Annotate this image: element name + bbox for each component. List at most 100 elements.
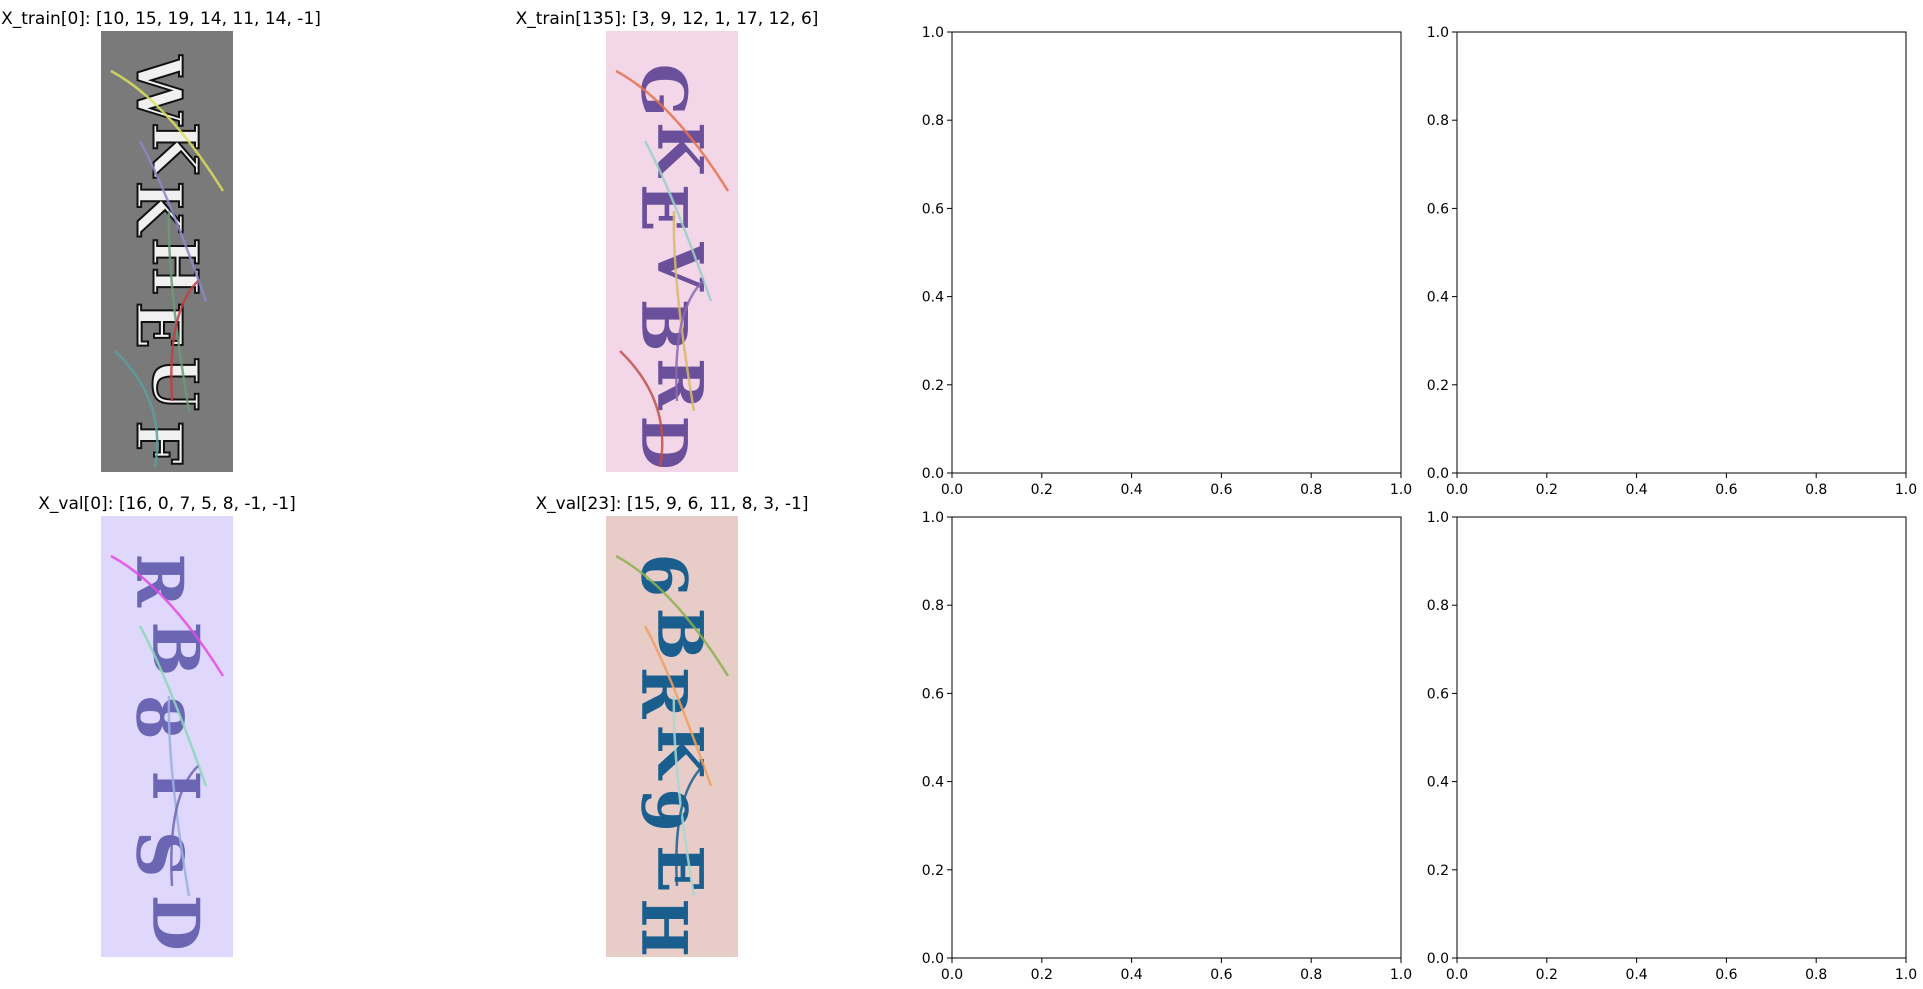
x-tick-label: 1.0 xyxy=(1895,967,1917,983)
y-tick-label: 0.8 xyxy=(922,113,944,129)
x-tick-label: 0.6 xyxy=(1715,967,1737,983)
y-tick-label: 1.0 xyxy=(922,510,944,526)
panel-title: X_train[0]: [10, 15, 19, 14, 11, 14, -1] xyxy=(1,9,321,29)
x-tick-label: 0.8 xyxy=(1300,967,1322,983)
x-tick-label: 0.8 xyxy=(1300,482,1322,498)
panel-title: X_val[23]: [15, 9, 6, 11, 8, 3, -1] xyxy=(536,494,809,514)
x-tick-label: 0.8 xyxy=(1805,482,1827,498)
captcha-glyph: 8 xyxy=(122,695,197,740)
captcha-glyph: B xyxy=(138,622,213,676)
image-panel-val-0: X_val[0]: [16, 0, 7, 5, 8, -1, -1] RB8IS… xyxy=(38,494,296,957)
x-tick-label: 0.6 xyxy=(1210,482,1232,498)
captcha-glyph: D xyxy=(628,416,701,469)
x-tick-label: 0.4 xyxy=(1625,967,1647,983)
panel-title: X_val[0]: [16, 0, 7, 5, 8, -1, -1] xyxy=(38,494,295,514)
y-tick-label: 0.4 xyxy=(1427,775,1449,791)
noise-stroke xyxy=(170,280,199,402)
y-tick-label: 0.4 xyxy=(1427,290,1449,306)
y-tick-label: 1.0 xyxy=(1427,510,1449,526)
y-tick-label: 0.8 xyxy=(1427,598,1449,614)
captcha-glyph: F xyxy=(123,421,196,465)
image-panel-train-135: X_train[135]: [3, 9, 12, 1, 17, 12, 6] G… xyxy=(516,9,819,472)
captcha-image xyxy=(606,31,738,472)
y-tick-label: 0.6 xyxy=(1427,686,1449,702)
y-tick-label: 1.0 xyxy=(1427,25,1449,41)
captcha-glyph: H xyxy=(628,899,701,957)
empty-axes-top-right: 0.0 0.2 0.4 0.6 0.8 1.0 0.0 0.2 0.4 0.6 0.8 1.0 xyxy=(1427,25,1917,498)
y-tick-label: 0.2 xyxy=(1427,863,1449,879)
noise-stroke xyxy=(167,695,191,897)
noise-stroke xyxy=(138,625,208,787)
x-tick-label: 1.0 xyxy=(1895,482,1917,498)
captcha-glyph: K xyxy=(123,181,196,237)
captcha-image xyxy=(606,516,738,957)
axes-frame xyxy=(951,516,1402,959)
x-tick-label: 1.0 xyxy=(1390,482,1412,498)
noise-stroke xyxy=(615,554,730,677)
captcha-glyph: B xyxy=(628,299,701,351)
y-tick-label: 0.2 xyxy=(922,863,944,879)
y-tick-label: 0.6 xyxy=(922,201,944,217)
noise-stroke xyxy=(643,625,713,787)
captcha-glyph: W xyxy=(123,55,196,126)
x-tick-label: 0.0 xyxy=(1446,482,1468,498)
y-tick-label: 0.0 xyxy=(1427,951,1449,967)
x-tick-label: 1.0 xyxy=(1390,967,1412,983)
empty-axes-bottom-left: 0.0 0.2 0.4 0.6 0.8 1.0 0.0 0.2 0.4 0.6 0.8 1.0 xyxy=(922,510,1412,983)
noise-stroke xyxy=(110,554,225,677)
captcha-glyph: K xyxy=(139,122,212,178)
y-tick-label: 0.6 xyxy=(1427,201,1449,217)
x-tick-label: 0.0 xyxy=(1446,967,1468,983)
y-tick-label: 0.0 xyxy=(922,951,944,967)
noise-stroke xyxy=(675,280,704,402)
axes-frame xyxy=(1456,31,1907,474)
captcha-glyph: K xyxy=(644,725,717,781)
y-tick-label: 0.0 xyxy=(1427,466,1449,482)
image-panel-val-23: X_val[23]: [15, 9, 6, 11, 8, 3, -1] 6 BRK… xyxy=(536,494,809,957)
x-tick-label: 0.2 xyxy=(1031,482,1053,498)
empty-axes-top-left: 0.0 0.2 0.4 0.6 0.8 1.0 0.0 0.2 0.4 0.6 0.8 1.0 xyxy=(922,25,1412,498)
x-tick-label: 0.2 xyxy=(1031,967,1053,983)
noise-stroke xyxy=(170,765,199,887)
y-tick-label: 0.2 xyxy=(922,378,944,394)
x-tick-label: 0.8 xyxy=(1805,967,1827,983)
noise-stroke xyxy=(615,69,730,192)
noise-stroke xyxy=(675,765,704,887)
y-tick-label: 1.0 xyxy=(922,25,944,41)
y-tick-label: 0.8 xyxy=(1427,113,1449,129)
axes-frame xyxy=(1456,516,1907,959)
noise-stroke xyxy=(643,140,713,302)
captcha-glyph: G xyxy=(628,64,701,117)
captcha-image xyxy=(101,516,233,957)
x-tick-label: 0.0 xyxy=(941,967,963,983)
captcha-glyph: E xyxy=(644,845,717,892)
captcha-glyph: 6 xyxy=(628,554,701,597)
x-tick-label: 0.2 xyxy=(1536,482,1558,498)
x-tick-label: 0.4 xyxy=(1625,482,1647,498)
y-tick-label: 0.0 xyxy=(922,466,944,482)
noise-stroke xyxy=(110,69,225,192)
noise-stroke xyxy=(619,350,664,468)
captcha-glyph: B xyxy=(644,608,717,660)
noise-stroke xyxy=(167,210,191,412)
noise-stroke xyxy=(672,695,696,897)
captcha-glyph: E xyxy=(123,302,196,349)
x-tick-label: 0.4 xyxy=(1120,482,1142,498)
captcha-glyphs: 6 BRK 9 EH xyxy=(615,554,730,957)
panel-title: X_train[135]: [3, 9, 12, 1, 17, 12, 6] xyxy=(516,9,819,29)
noise-stroke xyxy=(672,210,696,412)
captcha-glyph: 9 xyxy=(628,789,701,832)
x-tick-label: 0.6 xyxy=(1715,482,1737,498)
image-panel-train-0: X_train[0]: [10, 15, 19, 14, 11, 14, -1]… xyxy=(1,9,321,472)
x-tick-label: 0.0 xyxy=(941,482,963,498)
captcha-glyph: E xyxy=(628,184,701,231)
y-tick-label: 0.4 xyxy=(922,290,944,306)
y-tick-label: 0.6 xyxy=(922,686,944,702)
captcha-glyph: R xyxy=(122,554,197,608)
y-tick-label: 0.4 xyxy=(922,775,944,791)
y-tick-label: 0.8 xyxy=(922,598,944,614)
